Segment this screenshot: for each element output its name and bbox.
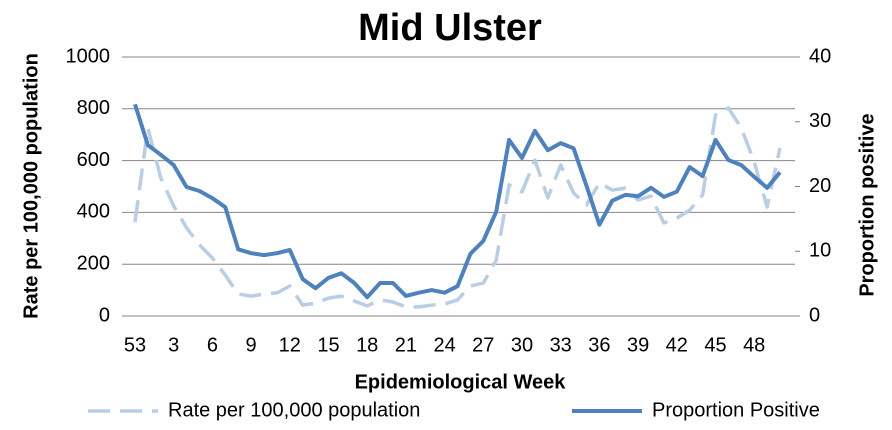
- y2-tick-label: 0: [809, 304, 820, 326]
- chart-title: Mid Ulster: [358, 7, 542, 49]
- y2-axis-title: Proportion positive: [856, 113, 878, 296]
- x-tick-label: 15: [317, 334, 339, 356]
- x-tick-label: 33: [550, 334, 572, 356]
- legend-label: Rate per 100,000 population: [168, 399, 420, 421]
- series-line: [133, 103, 782, 300]
- x-tick-label: 48: [743, 334, 765, 356]
- x-tick-label: 45: [704, 334, 726, 356]
- y-tick-label: 600: [77, 149, 110, 171]
- y-tick-label: 0: [99, 304, 110, 326]
- y2-tick-label: 20: [809, 175, 831, 197]
- x-tick-label: 24: [433, 334, 455, 356]
- x-tick-label: 27: [472, 334, 494, 356]
- x-tick-label: 3: [168, 334, 179, 356]
- x-tick-label: 18: [356, 334, 378, 356]
- legend-label: Proportion Positive: [652, 399, 820, 421]
- y-tick-label: 1000: [66, 45, 111, 67]
- x-tick-label: 53: [124, 334, 146, 356]
- x-axis-title: Epidemiological Week: [355, 371, 567, 393]
- y-tick-label: 800: [77, 97, 110, 119]
- y2-tick-label: 40: [809, 45, 831, 67]
- x-tick-label: 9: [246, 334, 257, 356]
- series-line: [133, 106, 782, 309]
- y2-tick-label: 10: [809, 240, 831, 262]
- x-tick-label: 39: [627, 334, 649, 356]
- x-tick-label: 12: [279, 334, 301, 356]
- y-tick-label: 400: [77, 201, 110, 223]
- y2-tick-label: 30: [809, 110, 831, 132]
- y-tick-label: 200: [77, 252, 110, 274]
- x-tick-label: 36: [588, 334, 610, 356]
- x-tick-label: 21: [395, 334, 417, 356]
- x-tick-label: 6: [207, 334, 218, 356]
- y-axis-title: Rate per 100,000 population: [20, 53, 42, 319]
- x-tick-label: 42: [666, 334, 688, 356]
- x-tick-label: 30: [511, 334, 533, 356]
